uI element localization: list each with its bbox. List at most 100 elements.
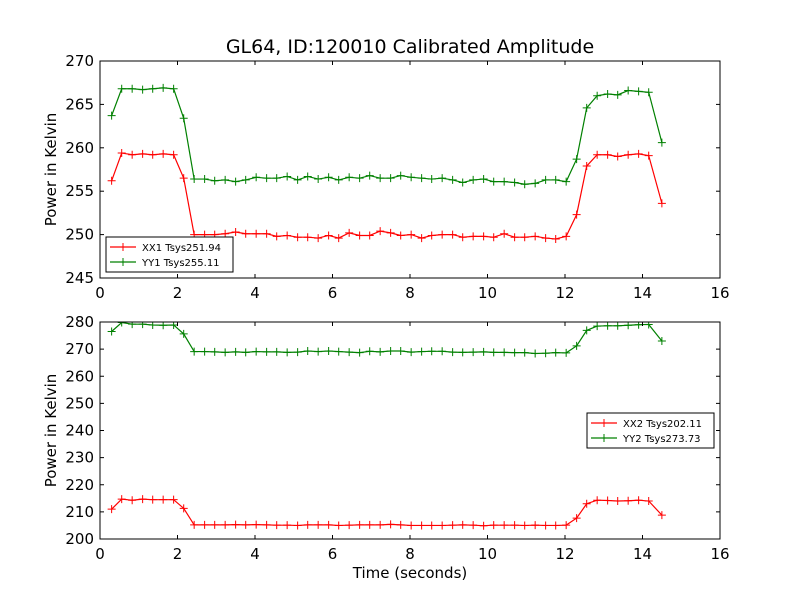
series-line-2 [111,87,663,185]
x-tick-label: 10 [478,545,497,563]
data-point [376,347,385,356]
data-point [551,234,560,243]
y-tick-label: 250 [65,226,94,244]
data-point [314,234,323,243]
data-point [324,347,333,356]
data-point [169,495,178,504]
data-point [107,505,116,514]
data-point [345,348,354,357]
data-point [334,347,343,356]
data-point [231,177,240,186]
data-point [283,172,292,181]
x-tick-label: 12 [555,284,574,302]
data-point [624,86,633,95]
y-tick-label: 250 [65,394,94,412]
data-point [657,511,666,520]
data-point [448,348,457,357]
data-point [593,91,602,100]
data-point [179,329,188,338]
data-point [272,232,281,241]
data-point [252,347,261,356]
data-point [138,149,147,158]
x-tick-label: 6 [328,284,338,302]
x-tick-label: 0 [95,545,105,563]
data-point [489,521,498,530]
data-point [657,199,666,208]
data-point [531,232,540,241]
legend-label: XX2 Tsys202.11 [623,419,702,430]
data-point [479,175,488,184]
y-tick-label: 270 [65,52,94,70]
plot-area [107,83,666,243]
data-point [200,347,209,356]
data-point [159,149,168,158]
data-point [562,232,571,241]
y-tick-label: 210 [65,503,94,521]
data-point [200,175,209,184]
y-tick-label: 270 [65,340,94,358]
data-point [376,227,385,236]
data-point [231,347,240,356]
y-tick-label: 200 [65,530,94,548]
data-point [448,175,457,184]
data-point [520,521,529,530]
legend-label: XX1 Tsys251.94 [142,243,221,254]
data-point [417,234,426,243]
data-point [303,347,312,356]
data-point [117,495,126,504]
data-point [148,84,157,93]
y-tick-label: 230 [65,449,94,467]
x-tick-label: 2 [173,284,183,302]
data-point [252,520,261,529]
data-point [438,230,447,239]
legend-marker [600,419,608,427]
data-point [613,322,622,330]
data-point [117,149,126,158]
data-point [469,232,478,241]
data-point [520,180,529,189]
data-point [551,521,560,530]
data-point [159,83,168,92]
data-point [458,348,467,357]
data-point [241,229,250,238]
data-point [293,348,302,357]
data-point [324,231,333,240]
data-point [438,347,447,356]
x-tick-label: 4 [250,284,260,302]
data-point [541,175,550,184]
data-point [314,347,323,356]
data-point [314,520,323,529]
data-point [624,150,633,159]
data-point [603,89,612,98]
data-point [272,521,281,530]
data-point [613,497,622,506]
legend: XX1 Tsys251.94 YY1 Tsys255.11 [105,236,234,273]
y-tick-label: 265 [65,95,94,113]
y-tick-label: 260 [65,367,94,385]
data-point [210,520,219,529]
data-point [613,152,622,161]
data-point [169,150,178,159]
series-line-1 [111,152,663,240]
data-point [613,90,622,99]
legend-marker [600,434,608,442]
data-point [262,520,271,529]
data-point [334,234,343,243]
data-point [221,520,230,529]
data-point [355,348,364,357]
data-point [179,174,188,183]
data-point [159,495,168,504]
data-point [510,178,519,187]
data-point [221,175,230,184]
data-point [427,175,436,184]
data-point [190,520,199,529]
data-point [489,177,498,186]
data-point [376,174,385,183]
x-tick-label: 8 [405,284,415,302]
data-point [345,173,354,182]
data-point [634,87,643,96]
x-tick-label: 8 [405,545,415,563]
data-point [128,150,137,159]
data-point [657,336,666,345]
